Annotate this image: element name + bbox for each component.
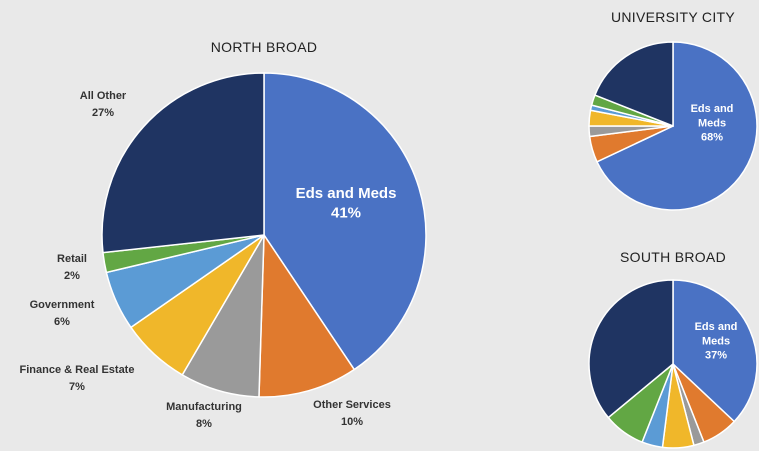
north-broad-pie: NORTH BROAD Eds and Meds 41% Other Services…: [20, 39, 427, 430]
south-broad-label-eds-and-meds-name: Meds: [702, 335, 730, 347]
university-city-label-eds-and-meds-value: 68%: [701, 132, 723, 144]
university-city-slice-all-other: [593, 41, 674, 128]
south-broad-slice-all-other: [588, 279, 674, 419]
south-broad-label-eds-and-meds-name: Eds and: [695, 321, 738, 333]
university-city-slice-eds-and-meds: [595, 41, 758, 211]
north-broad-label-government-name: Government: [30, 299, 95, 311]
north-broad-label-government-value: 6%: [54, 316, 70, 328]
north-broad-label-other-services-name: Other Services: [313, 399, 391, 411]
north-broad-label-all-other-value: 27%: [92, 107, 114, 119]
north-broad-slice-all-other: [101, 72, 265, 254]
north-broad-label-retail-value: 2%: [64, 270, 80, 282]
university-city-title: UNIVERSITY CITY: [611, 9, 735, 25]
south-broad-title: SOUTH BROAD: [620, 249, 726, 265]
north-broad-slice-other-services: [258, 232, 356, 398]
north-broad-title: NORTH BROAD: [211, 39, 318, 55]
north-broad-label-manufacturing-value: 8%: [196, 418, 212, 430]
north-broad-slice-eds-and-meds: [263, 72, 427, 371]
north-broad-label-eds-and-meds-value: 41%: [331, 205, 361, 222]
north-broad-label-all-other-name: All Other: [80, 90, 127, 102]
south-broad-slice-eds-and-meds: [672, 279, 758, 423]
university-city-label-eds-and-meds-name: Meds: [698, 117, 726, 129]
south-broad-pie: SOUTH BROAD Eds and Meds 37%: [588, 249, 758, 449]
university-city-pie: UNIVERSITY CITY Eds and Meds 68%: [588, 9, 758, 211]
north-broad-label-finance-real-estate-name: Finance & Real Estate: [20, 364, 135, 376]
university-city-label-eds-and-meds-name: Eds and: [691, 103, 734, 115]
north-broad-label-eds-and-meds-name: Eds and Meds: [296, 185, 397, 202]
north-broad-label-other-services-value: 10%: [341, 416, 363, 428]
north-broad-label-retail-name: Retail: [57, 253, 87, 265]
north-broad-label-manufacturing-name: Manufacturing: [166, 401, 242, 413]
north-broad-label-finance-real-estate-value: 7%: [69, 381, 85, 393]
south-broad-label-eds-and-meds-value: 37%: [705, 350, 727, 362]
